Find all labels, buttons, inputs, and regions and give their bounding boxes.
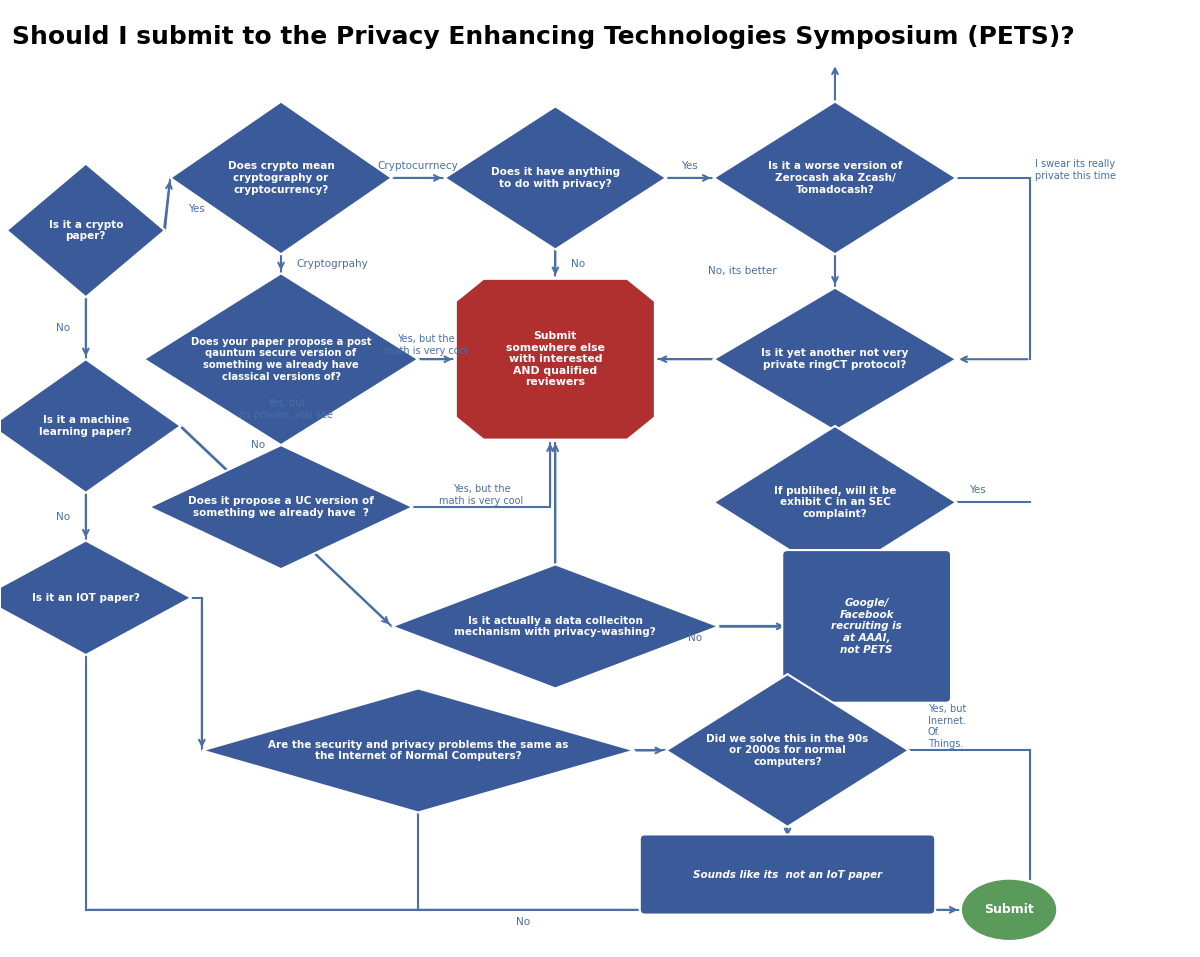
Polygon shape	[392, 565, 719, 688]
Text: Does it have anything
to do with privacy?: Does it have anything to do with privacy…	[491, 167, 620, 189]
Text: Is it actually a data colleciton
mechanism with privacy-washing?: Is it actually a data colleciton mechani…	[455, 615, 656, 637]
Polygon shape	[455, 278, 655, 440]
Text: Yes: Yes	[682, 161, 698, 170]
Text: No: No	[571, 258, 586, 269]
Text: Is it a machine
learning paper?: Is it a machine learning paper?	[40, 415, 132, 436]
Text: Are the security and privacy problems the same as
the Internet of Normal Compute: Are the security and privacy problems th…	[268, 740, 569, 761]
Text: If publihed, will it be
exhibit C in an SEC
complaint?: If publihed, will it be exhibit C in an …	[774, 486, 896, 519]
Text: Yes: Yes	[188, 205, 205, 214]
Text: Is it an IOT paper?: Is it an IOT paper?	[32, 592, 139, 603]
Text: Sounds like its  not an IoT paper: Sounds like its not an IoT paper	[692, 870, 882, 879]
Ellipse shape	[960, 879, 1057, 942]
Text: No: No	[516, 917, 530, 927]
Text: No: No	[251, 440, 265, 450]
FancyBboxPatch shape	[640, 835, 935, 915]
Text: Does your paper propose a post
qauntum secure version of
something we already ha: Does your paper propose a post qauntum s…	[191, 337, 371, 382]
Text: Is it a worse version of
Zerocash aka Zcash/
Tomadocash?: Is it a worse version of Zerocash aka Zc…	[768, 162, 902, 194]
FancyBboxPatch shape	[782, 550, 952, 702]
Text: No: No	[56, 323, 70, 333]
Text: Yes, but
Inernet.
Of.
Things.: Yes, but Inernet. Of. Things.	[928, 704, 966, 749]
Polygon shape	[202, 688, 635, 812]
Text: Cryptocurrnecy: Cryptocurrnecy	[378, 161, 458, 170]
Polygon shape	[666, 674, 908, 827]
Polygon shape	[7, 164, 164, 298]
Text: Is it yet another not very
private ringCT protocol?: Is it yet another not very private ringC…	[761, 348, 908, 370]
Text: Does it propose a UC version of
something we already have  ?: Does it propose a UC version of somethin…	[188, 497, 374, 518]
Text: I swear its really
private this time: I swear its really private this time	[1036, 160, 1116, 181]
Text: No: No	[688, 633, 702, 643]
Polygon shape	[714, 426, 956, 579]
Text: Did we solve this in the 90s
or 2000s for normal
computers?: Did we solve this in the 90s or 2000s fo…	[707, 734, 869, 768]
Text: Google/
Facebook
recruiting is
at AAAI,
not PETS: Google/ Facebook recruiting is at AAAI, …	[832, 598, 902, 655]
Text: Yes, but
its private, you see: Yes, but its private, you see	[239, 398, 334, 419]
Polygon shape	[0, 541, 191, 655]
Text: Yes: Yes	[970, 485, 985, 495]
Polygon shape	[0, 359, 181, 493]
Text: Cryptogrpahy: Cryptogrpahy	[296, 258, 368, 269]
Text: Yes, but the
math is very cool: Yes, but the math is very cool	[439, 484, 523, 505]
Polygon shape	[144, 274, 418, 445]
Polygon shape	[149, 445, 413, 569]
Text: Submit: Submit	[984, 903, 1034, 916]
Text: No, its better: No, its better	[708, 266, 776, 276]
Text: Is it a crypto
paper?: Is it a crypto paper?	[48, 219, 124, 241]
Text: Does crypto mean
cryptography or
cryptocurrency?: Does crypto mean cryptography or cryptoc…	[228, 162, 335, 194]
Text: Should I submit to the Privacy Enhancing Technologies Symposium (PETS)?: Should I submit to the Privacy Enhancing…	[12, 25, 1075, 49]
Text: Yes, but the
math is very cool: Yes, but the math is very cool	[384, 334, 468, 356]
Polygon shape	[170, 101, 392, 255]
Text: No: No	[56, 512, 70, 522]
Polygon shape	[714, 288, 956, 431]
Text: Submit
somewhere else
with interested
AND qualified
reviewers: Submit somewhere else with interested AN…	[506, 331, 605, 388]
Polygon shape	[444, 106, 666, 250]
Polygon shape	[714, 101, 956, 255]
